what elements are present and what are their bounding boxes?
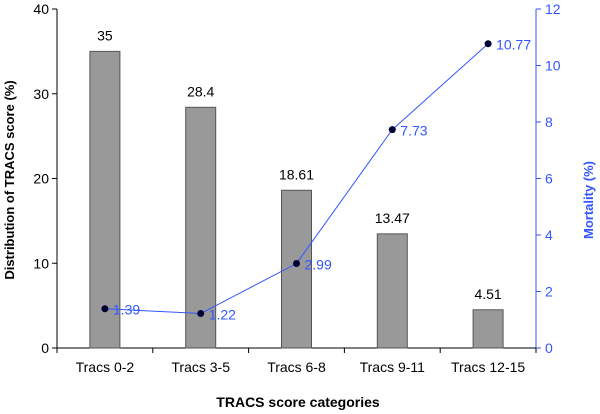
bar-series: 35 28.4 18.61 13.47 4.51	[89, 27, 504, 349]
mortality-point	[197, 310, 205, 318]
bar-value-label: 35	[97, 27, 113, 43]
mortality-series: 1.39 1.22 2.99 7.73 10.77	[101, 37, 531, 323]
right-tick-label: 10	[545, 58, 561, 74]
x-axis: Tracs 0-2 Tracs 3-5 Tracs 6-8 Tracs 9-11 Tra…	[56, 347, 537, 375]
left-tick-label: 10	[33, 255, 49, 271]
right-tick-label: 12	[545, 1, 561, 17]
mortality-value-label: 7.73	[400, 123, 427, 139]
mortality-point	[101, 305, 109, 313]
mortality-point	[484, 40, 492, 48]
bar	[472, 309, 504, 349]
x-tick-label: Tracs 9-11	[360, 359, 426, 375]
right-tick-label: 6	[545, 171, 553, 187]
right-tick-label: 8	[545, 114, 553, 130]
bar-value-label: 28.4	[187, 83, 214, 99]
left-tick-label: 30	[33, 86, 49, 102]
bar-value-label: 4.51	[474, 286, 501, 302]
x-tick-label: Tracs 12-15	[451, 359, 525, 375]
mortality-value-label: 10.77	[496, 37, 531, 53]
bar	[376, 233, 408, 349]
right-tick-label: 0	[545, 340, 553, 356]
left-tick-label: 0	[41, 340, 49, 356]
x-tick-label: Tracs 0-2	[76, 359, 135, 375]
left-axis: 0 10 20 30 40	[33, 1, 58, 356]
x-tick-label: Tracs 6-8	[267, 359, 326, 375]
mortality-point	[388, 126, 396, 134]
mortality-value-label: 1.39	[113, 302, 140, 318]
mortality-value-label: 1.22	[209, 307, 236, 323]
y2-axis-title: Mortality (%)	[581, 161, 596, 239]
right-tick-label: 4	[545, 227, 553, 243]
bar	[89, 50, 121, 349]
x-axis-title: TRACS score categories	[216, 394, 380, 410]
mortality-value-label: 2.99	[305, 257, 332, 273]
bar-value-label: 18.61	[279, 166, 314, 182]
mortality-point	[293, 260, 300, 268]
left-tick-label: 20	[33, 171, 49, 187]
bar-value-label: 13.47	[375, 210, 410, 226]
x-tick-label: Tracs 3-5	[171, 359, 230, 375]
y-axis-title: Distribution of TRACS score (%)	[2, 80, 17, 279]
left-tick-label: 40	[33, 1, 49, 17]
right-tick-label: 2	[545, 284, 553, 300]
right-axis: 0 2 4 6 8 10 12	[535, 1, 561, 356]
